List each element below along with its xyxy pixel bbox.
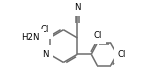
Text: H2N: H2N: [21, 33, 39, 42]
Text: Cl: Cl: [40, 25, 49, 34]
Text: Cl: Cl: [93, 31, 102, 40]
Text: N: N: [74, 3, 81, 12]
Text: Cl: Cl: [118, 50, 126, 59]
Text: N: N: [42, 50, 49, 59]
